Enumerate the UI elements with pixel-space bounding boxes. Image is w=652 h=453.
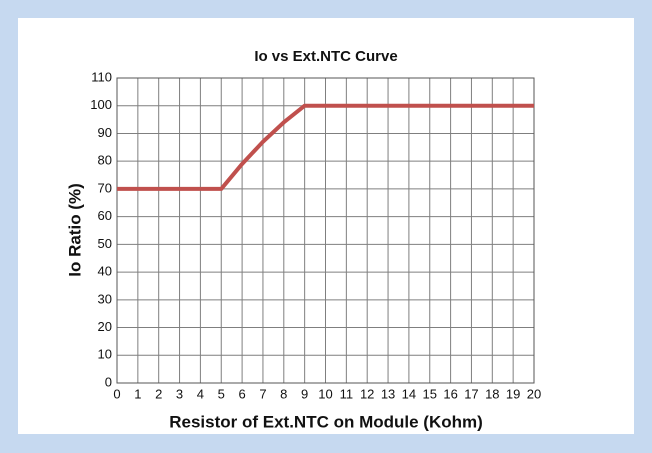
y-tick-label: 30: [98, 291, 112, 306]
x-tick-label: 9: [301, 386, 308, 401]
x-axis-label: Resistor of Ext.NTC on Module (Kohm): [169, 412, 483, 431]
x-tick-label: 10: [318, 386, 332, 401]
x-tick-label: 5: [218, 386, 225, 401]
x-tick-label: 17: [464, 386, 478, 401]
x-tick-label: 1: [134, 386, 141, 401]
x-tick-label: 19: [506, 386, 520, 401]
x-tick-label: 2: [155, 386, 162, 401]
x-tick-label: 20: [527, 386, 541, 401]
x-tick-label: 12: [360, 386, 374, 401]
y-tick-label: 0: [105, 374, 112, 389]
y-tick-label: 110: [91, 69, 112, 84]
y-tick-label: 40: [98, 264, 112, 279]
y-tick-label: 80: [98, 153, 112, 168]
y-tick-label: 90: [98, 125, 112, 140]
y-tick-label: 50: [98, 236, 112, 251]
chart-title: Io vs Ext.NTC Curve: [254, 48, 397, 65]
y-tick-label: 100: [90, 97, 112, 112]
y-tick-label: 60: [98, 208, 112, 223]
y-axis-label: Io Ratio (%): [65, 183, 84, 277]
x-tick-label: 16: [443, 386, 457, 401]
x-tick-label: 3: [176, 386, 183, 401]
x-tick-label: 14: [402, 386, 416, 401]
x-tick-label: 8: [280, 386, 287, 401]
y-tick-label: 20: [98, 319, 112, 334]
plot-frame: [116, 77, 535, 384]
x-tick-label: 7: [259, 386, 266, 401]
x-tick-label: 11: [340, 386, 354, 401]
y-tick-label: 70: [98, 180, 112, 195]
x-tick-label: 6: [238, 386, 245, 401]
x-tick-label: 0: [113, 386, 120, 401]
x-tick-label: 13: [381, 386, 395, 401]
x-tick-label: 15: [423, 386, 437, 401]
data-line: [117, 103, 534, 191]
x-tick-label: 4: [197, 386, 204, 401]
y-tick-label: 10: [98, 347, 112, 362]
x-tick-label: 18: [485, 386, 499, 401]
